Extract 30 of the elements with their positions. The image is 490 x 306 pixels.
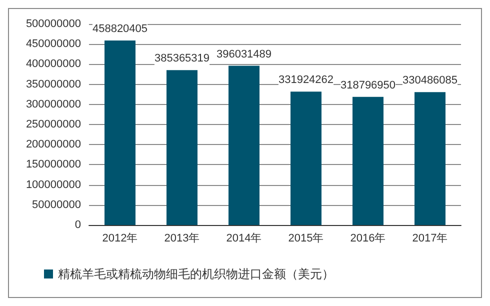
data-label: 331924262 [278,74,334,86]
data-label: 318796950 [340,79,396,92]
y-tick-label: 500000000 [26,18,81,30]
y-tick-label: 0 [74,219,81,231]
bar [166,70,198,225]
y-tick-label: 300000000 [26,98,81,110]
y-tick-label: 450000000 [26,38,81,50]
x-tick-label: 2015年 [288,232,324,244]
x-tick-label: 2012年 [102,232,138,244]
data-label: 458820405 [92,23,148,36]
x-tick-label: 2013年 [164,232,200,244]
data-label: 385365319 [154,52,210,65]
bar [414,92,446,225]
bar [352,96,384,225]
data-label: 396031489 [216,48,272,60]
x-tick-label: 2016年 [350,232,386,244]
y-tick-label: 50000000 [32,198,81,211]
y-tick-label: 400000000 [26,58,81,70]
legend-label: 精梳羊毛或精梳动物细毛的机织物进口金额（美元） [58,267,334,281]
y-tick-label: 100000000 [26,178,81,191]
x-tick-label: 2017年 [412,232,448,244]
y-tick-label: 350000000 [26,78,81,90]
bar [228,66,260,225]
x-tick-label: 2014年 [226,232,262,244]
y-tick-label: 150000000 [26,158,81,171]
y-tick-label: 200000000 [26,138,81,151]
y-tick-label: 250000000 [26,118,81,130]
bar [104,40,136,225]
bar [290,92,322,225]
data-label: 330486085 [402,74,458,87]
